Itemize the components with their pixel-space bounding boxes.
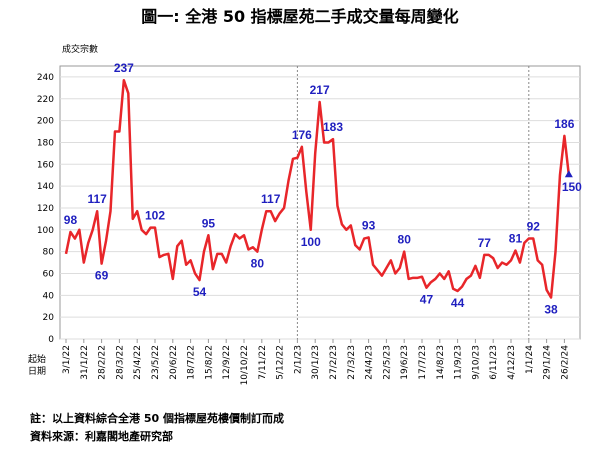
x-tick-label: 10/10/22 — [240, 345, 250, 385]
x-tick-label: 4/12/23 — [507, 345, 517, 380]
x-tick-label: 14/8/23 — [436, 345, 446, 380]
y-tick-label: 220 — [37, 95, 54, 105]
x-tick-label: 23/5/22 — [151, 345, 161, 380]
x-tick-label: 28/3/22 — [115, 345, 125, 380]
y-tick-label: 120 — [37, 204, 54, 214]
data-label: 80 — [251, 257, 265, 271]
data-label: 44 — [451, 296, 465, 310]
data-line — [64, 78, 571, 299]
x-tick-label: 27/2/23 — [329, 345, 339, 380]
data-label: 69 — [95, 269, 109, 283]
x-axis-label-part: 起始 — [28, 353, 46, 365]
data-label: 117 — [87, 192, 107, 206]
x-tick-label: 24/4/23 — [365, 345, 375, 380]
x-tick-label: 9/10/23 — [471, 345, 481, 380]
note: 資料來源：利嘉閣地產研究部 — [30, 429, 173, 443]
data-label: 98 — [64, 213, 78, 227]
x-tick-label: 22/5/23 — [382, 345, 392, 380]
x-tick-label: 25/4/22 — [133, 345, 143, 380]
data-label: 92 — [527, 220, 541, 234]
x-tick-label: 19/6/23 — [400, 345, 410, 380]
x-tick-label: 2/1/23 — [293, 345, 303, 374]
x-tick-label: 1/1/24 — [525, 345, 535, 374]
note: 註：以上資料綜合全港 50 個指標屋苑樓價制訂而成 — [30, 411, 284, 425]
data-label: 95 — [202, 216, 216, 230]
data-label: 150 — [562, 180, 582, 194]
data-label: 80 — [398, 233, 412, 247]
data-label: 54 — [193, 285, 207, 299]
data-label: 183 — [323, 120, 343, 134]
data-label: 77 — [478, 236, 492, 250]
data-label: 186 — [554, 117, 574, 131]
x-tick-label: 29/1/24 — [543, 345, 553, 380]
data-label: 176 — [292, 128, 312, 142]
y-tick-label: 180 — [37, 138, 54, 148]
x-tick-label: 3/1/22 — [62, 345, 72, 374]
data-label: 100 — [301, 235, 321, 249]
x-tick-label: 11/9/23 — [454, 345, 464, 380]
y-tick-label: 100 — [37, 226, 54, 236]
x-tick-label: 6/11/23 — [489, 345, 499, 380]
x-tick-label: 26/2/24 — [560, 345, 570, 380]
data-label: 117 — [261, 192, 281, 206]
x-axis-label: 起始日期 — [28, 353, 46, 377]
data-label: 38 — [544, 303, 558, 317]
data-label: 237 — [114, 61, 134, 75]
y-axis-label: 成交宗數 — [62, 43, 98, 55]
x-tick-label: 27/3/23 — [347, 345, 357, 380]
x-tick-label: 28/2/22 — [98, 345, 108, 380]
y-tick-label: 0 — [48, 335, 54, 345]
x-tick-label: 5/12/22 — [276, 345, 286, 380]
x-tick-label: 15/8/22 — [204, 345, 214, 380]
y-tick-label: 20 — [43, 313, 55, 323]
data-label: 47 — [420, 293, 434, 307]
y-tick-label: 240 — [37, 73, 54, 83]
x-tick-label: 12/9/22 — [222, 345, 232, 380]
last-point-marker — [564, 170, 573, 178]
y-tick-label: 140 — [37, 182, 54, 192]
x-tick-label: 18/7/22 — [187, 345, 197, 380]
x-tick-label: 17/7/23 — [418, 345, 428, 380]
data-label: 102 — [145, 209, 165, 223]
x-tick-label: 30/1/23 — [311, 345, 321, 380]
data-label: 81 — [509, 232, 523, 246]
y-tick-label: 200 — [37, 117, 54, 127]
y-tick-label: 80 — [43, 248, 55, 258]
x-tick-label: 31/1/22 — [80, 345, 90, 380]
data-label: 93 — [362, 218, 376, 232]
y-tick-label: 40 — [43, 291, 55, 301]
x-tick-label: 20/6/22 — [169, 345, 179, 380]
y-tick-label: 60 — [43, 269, 55, 279]
x-tick-label: 7/11/22 — [258, 345, 268, 380]
data-label: 217 — [310, 83, 330, 97]
x-axis-label-part: 日期 — [28, 366, 46, 377]
y-tick-label: 160 — [37, 160, 54, 170]
chart-title: 圖一: 全港 50 指標屋苑二手成交量每周變化 — [141, 7, 458, 26]
